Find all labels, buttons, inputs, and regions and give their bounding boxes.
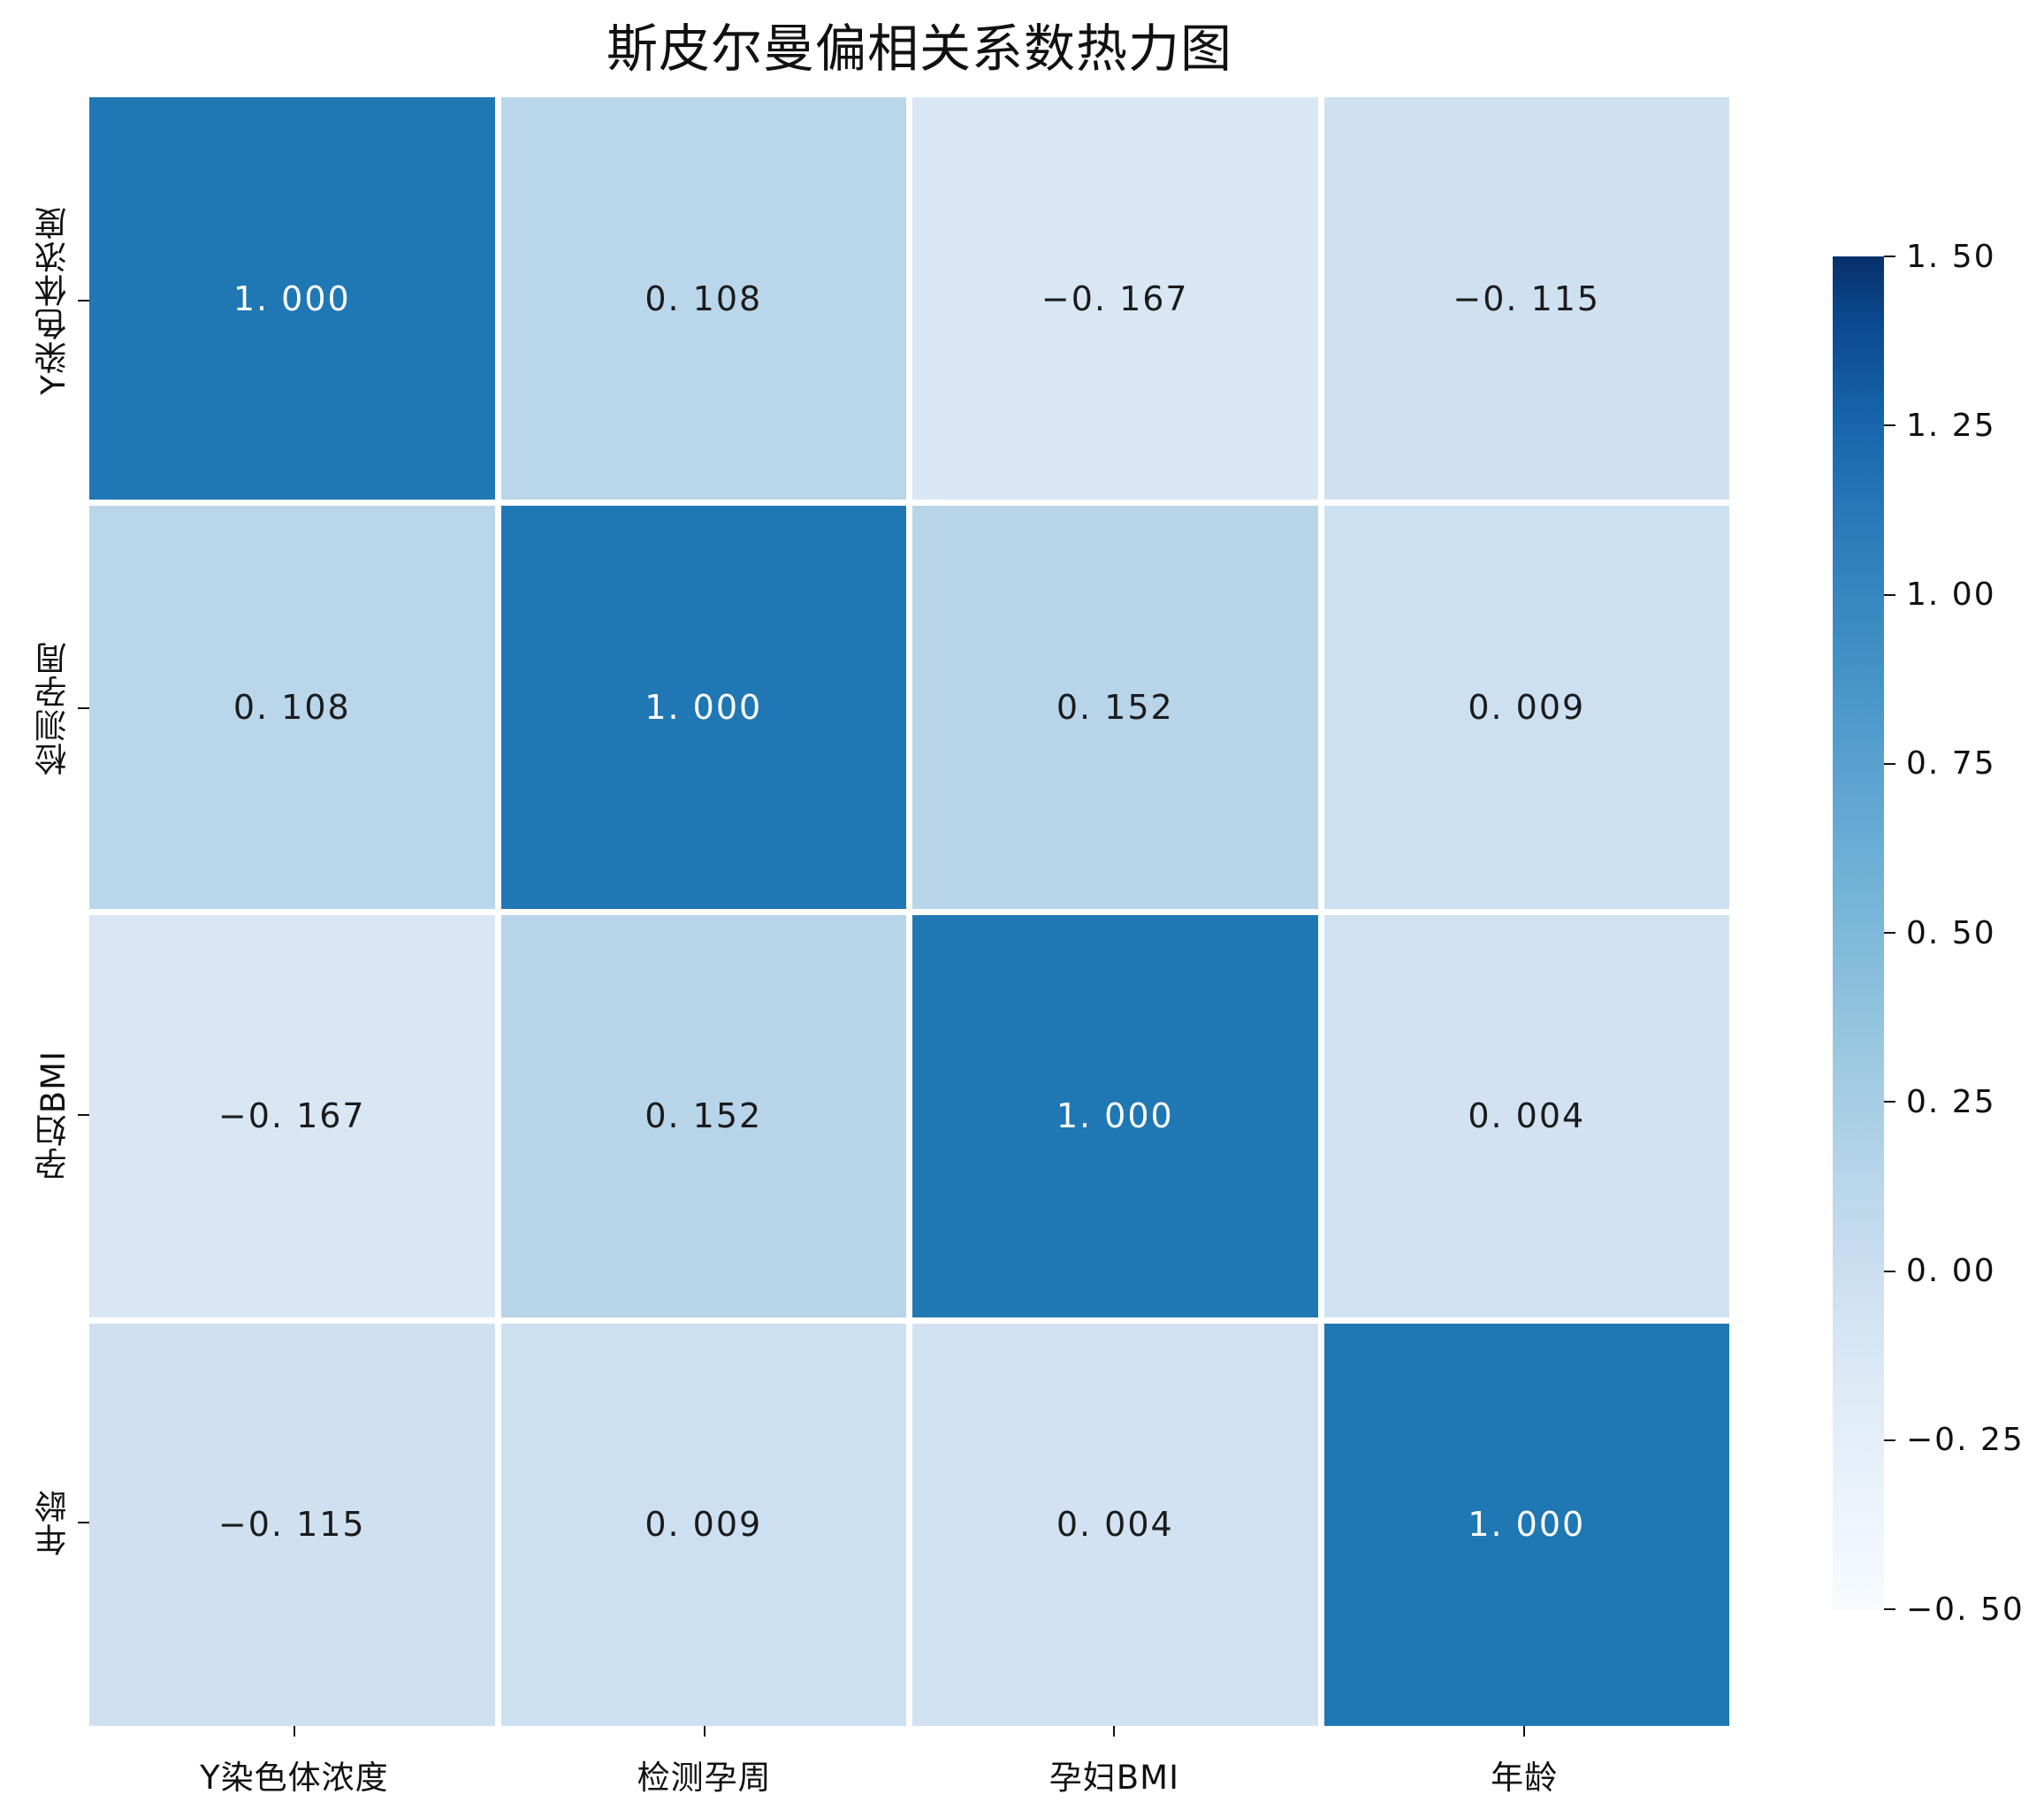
heatmap-cell-value: 1. 000 <box>644 687 763 727</box>
y-axis-tick: 年龄 <box>0 1319 89 1727</box>
colorbar-tick-label: −0. 50 <box>1906 1591 2025 1628</box>
heatmap-cell: 0. 009 <box>1323 506 1729 909</box>
colorbar-tick-label: 1. 50 <box>1906 238 1996 275</box>
colorbar-tick: −0. 50 <box>1884 1591 2025 1628</box>
heatmap-cell: −0. 167 <box>912 97 1318 500</box>
y-axis-tick-mark <box>78 1521 89 1523</box>
heatmap-cell: 0. 152 <box>912 506 1318 909</box>
heatmap-cell: 0. 108 <box>89 506 495 909</box>
heatmap-cell: 0. 152 <box>500 914 906 1317</box>
colorbar-tick-label: 0. 50 <box>1906 914 1996 951</box>
x-axis-tick-label: 年龄 <box>1491 1759 1559 1797</box>
colorbar-gradient <box>1833 256 1884 1609</box>
x-axis-tick-mark <box>703 1726 705 1737</box>
colorbar-tick-mark <box>1884 256 1895 257</box>
heatmap-cell-value: −0. 167 <box>217 1096 366 1136</box>
y-axis-tick: 孕妇BMI <box>0 912 89 1319</box>
heatmap-cell: 1. 000 <box>912 914 1318 1317</box>
y-axis-tick: Y染色体浓度 <box>0 97 89 505</box>
heatmap-cell-value: 0. 004 <box>1056 1505 1174 1545</box>
colorbar-tick-label: 1. 25 <box>1906 407 1996 444</box>
heatmap-cell-value: −0. 115 <box>1453 279 1601 318</box>
heatmap-cell: 1. 000 <box>500 506 906 909</box>
colorbar-tick-mark <box>1884 1270 1895 1272</box>
heatmap-cell: 1. 000 <box>89 97 495 500</box>
colorbar-tick-list: 1. 50 1. 25 1. 00 0. 75 0. 50 0. 25 0. 00 −0. 2… <box>1884 239 2043 1628</box>
x-axis-tick-mark <box>1523 1726 1526 1737</box>
colorbar-tick-mark <box>1884 762 1895 765</box>
heatmap-cell: −0. 115 <box>89 1323 495 1726</box>
heatmap-cell: −0. 167 <box>89 914 495 1317</box>
heatmap-cell-value: 0. 009 <box>1468 687 1586 727</box>
colorbar-tick: 0. 25 <box>1884 1083 1996 1120</box>
colorbar <box>1833 256 1884 1609</box>
colorbar-tick-label: 1. 00 <box>1906 576 1996 613</box>
heatmap-cell-value: −0. 115 <box>217 1505 366 1545</box>
y-axis-tick-mark <box>78 300 89 302</box>
colorbar-tick: 1. 00 <box>1884 576 1996 613</box>
y-axis-tick-label: 孕妇BMI <box>34 1050 72 1180</box>
colorbar-tick-mark <box>1884 1101 1895 1103</box>
colorbar-tick-mark <box>1884 1439 1895 1441</box>
x-axis-tick-mark <box>1113 1726 1116 1737</box>
x-axis-tick: 年龄 <box>1319 1726 1729 1814</box>
x-axis: Y染色体浓度 检测孕周 孕妇BMI 年龄 <box>89 1726 1729 1814</box>
x-axis-tick: 检测孕周 <box>500 1726 910 1814</box>
heatmap-grid: 1. 000 0. 108 −0. 167 −0. 115 0. 108 1. 000 0.… <box>89 97 1729 1726</box>
colorbar-tick: 0. 75 <box>1884 745 1996 783</box>
heatmap-cell-value: 1. 000 <box>1056 1096 1174 1136</box>
colorbar-tick-label: −0. 25 <box>1906 1422 2025 1459</box>
y-axis: Y染色体浓度检测孕周孕妇BMI 年龄 <box>0 97 89 1726</box>
x-axis-tick-mark <box>293 1726 295 1737</box>
heatmap-cell: 0. 108 <box>500 97 906 500</box>
y-axis-tick: 检测孕周 <box>0 505 89 912</box>
heatmap-cell: 1. 000 <box>1323 1323 1729 1726</box>
page-title: 斯皮尔曼偏相关系数热力图 <box>606 19 1232 79</box>
heatmap-cell-value: 0. 004 <box>1468 1096 1586 1136</box>
heatmap-cell-value: 0. 108 <box>644 279 763 318</box>
colorbar-tick: 0. 50 <box>1884 914 1996 951</box>
colorbar-tick-label: 0. 25 <box>1906 1083 1996 1120</box>
heatmap-cell: 0. 009 <box>500 1323 906 1726</box>
y-axis-tick-mark <box>78 706 89 709</box>
colorbar-tick-mark <box>1884 932 1895 934</box>
heatmap-cell-value: 0. 152 <box>1056 687 1174 727</box>
colorbar-tick: 1. 50 <box>1884 238 1996 275</box>
x-axis-tick-label: 孕妇BMI <box>1049 1759 1179 1797</box>
y-axis-tick-label: Y染色体浓度 <box>34 206 72 396</box>
colorbar-tick: −0. 25 <box>1884 1422 2025 1459</box>
colorbar-tick-label: 0. 75 <box>1906 745 1996 783</box>
heatmap-cell-value: −0. 167 <box>1041 279 1189 318</box>
colorbar-tick-mark <box>1884 424 1895 427</box>
x-axis-tick-label: 检测孕周 <box>637 1759 772 1797</box>
heatmap-cell-value: 0. 152 <box>644 1096 763 1136</box>
colorbar-tick-mark <box>1884 593 1895 596</box>
y-axis-tick-label: 检测孕周 <box>34 640 72 775</box>
colorbar-tick-label: 0. 00 <box>1906 1253 1996 1289</box>
colorbar-tick: 0. 00 <box>1884 1253 1996 1289</box>
y-axis-tick-mark <box>78 1114 89 1117</box>
heatmap-cell: −0. 115 <box>1323 97 1729 500</box>
heatmap-cell: 0. 004 <box>912 1323 1318 1726</box>
colorbar-tick-mark <box>1884 1608 1895 1610</box>
heatmap-cell: 0. 004 <box>1323 914 1729 1317</box>
heatmap-cell-value: 0. 009 <box>644 1505 763 1545</box>
heatmap-cell-value: 1. 000 <box>1468 1505 1586 1545</box>
heatmap-cell-value: 0. 108 <box>233 687 351 727</box>
heatmap-cell-value: 1. 000 <box>233 279 351 318</box>
y-axis-tick-label: 年龄 <box>34 1488 72 1556</box>
x-axis-tick: 孕妇BMI <box>910 1726 1320 1814</box>
colorbar-tick: 1. 25 <box>1884 407 1996 444</box>
x-axis-tick-label: Y染色体浓度 <box>200 1759 389 1797</box>
x-axis-tick: Y染色体浓度 <box>89 1726 500 1814</box>
